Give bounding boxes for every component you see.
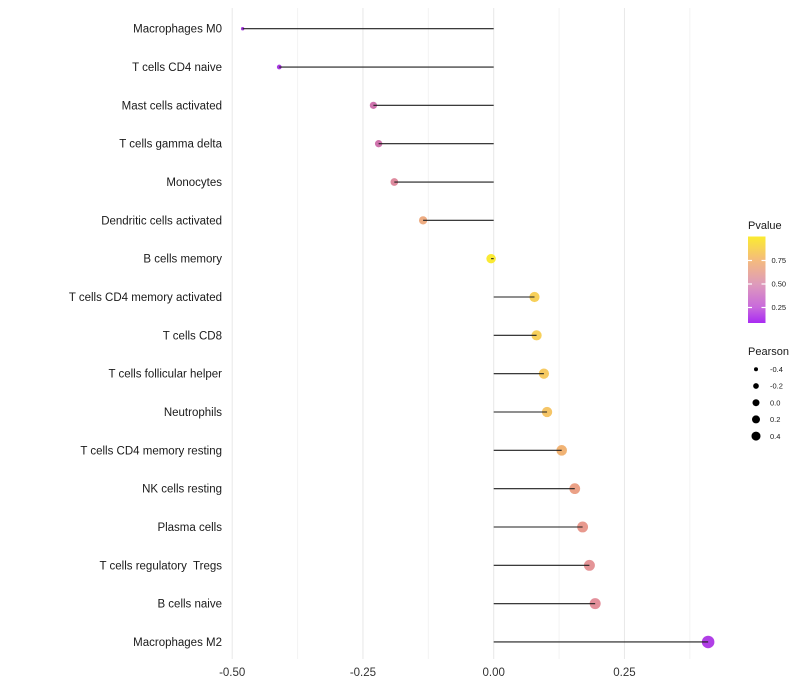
pvalue-legend-title: Pvalue — [748, 220, 782, 232]
pearson-legend-label: -0.4 — [770, 365, 783, 374]
pearson-legend-dot — [752, 399, 760, 407]
y-axis-label: Mast cells activated — [122, 100, 222, 112]
x-axis-tick-label: 0.00 — [483, 667, 505, 679]
y-axis-label: T cells CD4 memory resting — [80, 445, 222, 457]
y-axis-label: B cells memory — [143, 254, 222, 266]
y-axis-label: T cells follicular helper — [108, 369, 222, 381]
x-axis-tick-label: -0.50 — [219, 667, 245, 679]
y-axis-label: Macrophages M0 — [133, 24, 222, 36]
pearson-legend-label: 0.2 — [770, 415, 780, 424]
pvalue-tick-label: 0.75 — [772, 256, 787, 265]
pvalue-colorbar — [748, 236, 766, 323]
pvalue-tick-label: 0.25 — [772, 303, 787, 312]
pearson-legend-dot — [754, 367, 758, 372]
y-axis-label: Plasma cells — [157, 522, 222, 534]
y-axis-label: Dendritic cells activated — [101, 215, 222, 227]
y-axis-label: B cells naive — [157, 599, 222, 611]
y-axis-label: Macrophages M2 — [133, 637, 222, 649]
pearson-legend-title: Pearson — [748, 346, 789, 358]
y-axis-label: T cells gamma delta — [119, 139, 222, 151]
y-axis-label: Neutrophils — [164, 407, 222, 419]
pearson-legend-label: 0.0 — [770, 398, 780, 407]
pearson-legend-label: -0.2 — [770, 382, 783, 391]
y-axis-label: NK cells resting — [142, 484, 222, 496]
y-axis-label: T cells CD4 naive — [132, 62, 222, 74]
pearson-legend-dot — [752, 415, 760, 424]
y-axis-label: T cells CD4 memory activated — [69, 292, 222, 304]
y-axis-label: T cells regulatory Tregs — [99, 560, 222, 572]
y-axis-label: Monocytes — [166, 177, 222, 189]
pvalue-tick-label: 0.50 — [772, 280, 787, 289]
x-axis-tick-label: -0.25 — [350, 667, 376, 679]
pearson-legend-dot — [751, 431, 761, 441]
pearson-legend-label: 0.4 — [770, 432, 780, 441]
y-axis-label: T cells CD8 — [163, 330, 222, 342]
pearson-legend-dot — [753, 383, 759, 389]
x-axis-tick-label: 0.25 — [613, 667, 635, 679]
lollipop-dot — [369, 101, 378, 109]
